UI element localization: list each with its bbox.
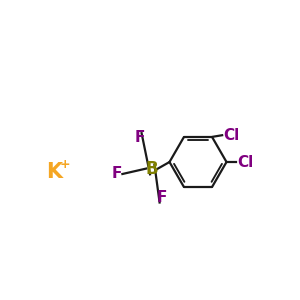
Text: +: + bbox=[59, 158, 70, 171]
Text: B: B bbox=[145, 160, 158, 178]
Text: F: F bbox=[157, 190, 167, 206]
Text: F: F bbox=[134, 130, 145, 146]
Text: Cl: Cl bbox=[224, 128, 240, 143]
Text: Cl: Cl bbox=[237, 155, 253, 170]
Text: K: K bbox=[46, 163, 62, 182]
Text: F: F bbox=[112, 167, 122, 182]
